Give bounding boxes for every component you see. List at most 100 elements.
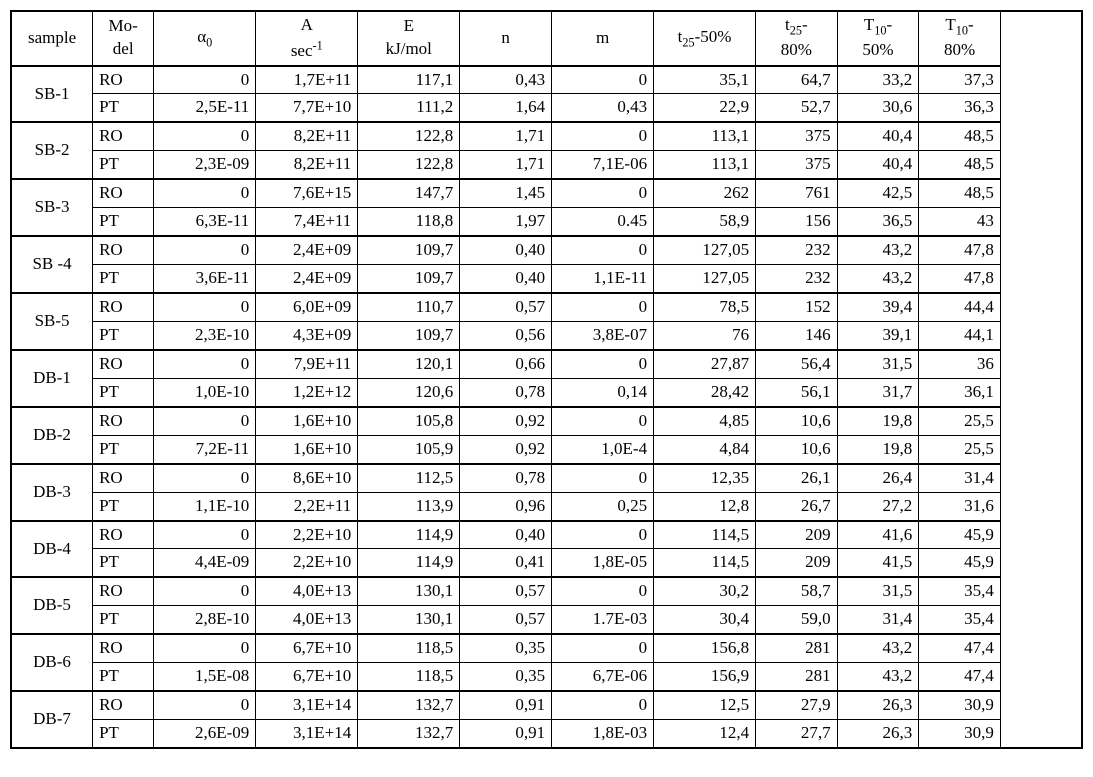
cell-T10-80: 36	[919, 350, 1001, 378]
cell-t25-80: 209	[756, 521, 838, 549]
cell-t25-50: 30,2	[654, 577, 756, 605]
cell-m: 0	[552, 577, 654, 605]
table-row: PT2,8E-104,0E+13130,10,571.7E-0330,459,0…	[11, 606, 1082, 634]
cell-sample: SB-2	[11, 122, 93, 179]
cell-E: 122,8	[358, 122, 460, 150]
cell-alpha0: 0	[154, 236, 256, 264]
cell-n: 0,91	[460, 720, 552, 748]
cell-n: 1,64	[460, 94, 552, 122]
cell-A: 4,3E+09	[256, 321, 358, 349]
cell-n: 0,35	[460, 634, 552, 662]
cell-t25-80: 59,0	[756, 606, 838, 634]
cell-A: 8,2E+11	[256, 122, 358, 150]
cell-E: 132,7	[358, 720, 460, 748]
cell-T10-80: 37,3	[919, 66, 1001, 94]
cell-T10-50: 42,5	[837, 179, 919, 207]
table-row: SB-1RO01,7E+11117,10,43035,164,733,237,3	[11, 66, 1082, 94]
cell-A: 2,4E+09	[256, 265, 358, 293]
cell-n: 0,78	[460, 378, 552, 406]
col-T10-80-l2: 80%	[944, 40, 975, 59]
cell-model: PT	[93, 720, 154, 748]
cell-A: 2,2E+10	[256, 521, 358, 549]
cell-alpha0: 2,5E-11	[154, 94, 256, 122]
cell-sample: DB-4	[11, 521, 93, 578]
cell-n: 0,92	[460, 435, 552, 463]
cell-model: RO	[93, 634, 154, 662]
cell-T10-80: 25,5	[919, 435, 1001, 463]
col-e-l1: E	[404, 16, 414, 35]
cell-m: 0.45	[552, 208, 654, 236]
cell-model: PT	[93, 378, 154, 406]
cell-t25-50: 113,1	[654, 151, 756, 179]
col-sample: sample	[11, 11, 93, 66]
col-e-l2: kJ/mol	[386, 39, 432, 58]
table-row: DB-5RO04,0E+13130,10,57030,258,731,535,4	[11, 577, 1082, 605]
cell-T10-50: 19,8	[837, 407, 919, 435]
cell-t25-50: 12,5	[654, 691, 756, 719]
table-row: DB-3RO08,6E+10112,50,78012,3526,126,431,…	[11, 464, 1082, 492]
cell-model: RO	[93, 293, 154, 321]
cell-t25-80: 56,1	[756, 378, 838, 406]
cell-t25-80: 58,7	[756, 577, 838, 605]
cell-t25-50: 12,8	[654, 492, 756, 520]
table-row: PT4,4E-092,2E+10114,90,411,8E-05114,5209…	[11, 549, 1082, 577]
table-row: SB-2RO08,2E+11122,81,710113,137540,448,5	[11, 122, 1082, 150]
cell-E: 120,1	[358, 350, 460, 378]
cell-n: 0,40	[460, 236, 552, 264]
cell-E: 111,2	[358, 94, 460, 122]
cell-m: 0,43	[552, 94, 654, 122]
cell-T10-80: 36,1	[919, 378, 1001, 406]
cell-E: 130,1	[358, 577, 460, 605]
cell-alpha0: 0	[154, 464, 256, 492]
cell-T10-50: 27,2	[837, 492, 919, 520]
cell-model: RO	[93, 407, 154, 435]
cell-sample: DB-3	[11, 464, 93, 521]
cell-T10-50: 41,6	[837, 521, 919, 549]
cell-t25-80: 281	[756, 663, 838, 691]
cell-T10-80: 31,4	[919, 464, 1001, 492]
cell-t25-50: 127,05	[654, 236, 756, 264]
cell-n: 0,41	[460, 549, 552, 577]
cell-t25-80: 10,6	[756, 435, 838, 463]
cell-T10-80: 47,4	[919, 634, 1001, 662]
cell-n: 0,78	[460, 464, 552, 492]
cell-n: 0,96	[460, 492, 552, 520]
cell-m: 0,25	[552, 492, 654, 520]
cell-T10-80: 30,9	[919, 720, 1001, 748]
col-T10-50-l1: T10-	[864, 15, 892, 34]
cell-n: 0,57	[460, 293, 552, 321]
cell-t25-80: 27,7	[756, 720, 838, 748]
cell-model: RO	[93, 236, 154, 264]
cell-m: 1,8E-03	[552, 720, 654, 748]
cell-t25-50: 156,9	[654, 663, 756, 691]
kinetics-table: sample Mo- del α0 A sec-1 E kJ/mol n m t…	[10, 10, 1083, 749]
cell-sample: DB-5	[11, 577, 93, 634]
cell-alpha0: 4,4E-09	[154, 549, 256, 577]
cell-t25-80: 209	[756, 549, 838, 577]
cell-T10-50: 26,4	[837, 464, 919, 492]
cell-T10-80: 48,5	[919, 122, 1001, 150]
cell-m: 0	[552, 66, 654, 94]
cell-sample: SB-3	[11, 179, 93, 236]
cell-m: 0	[552, 179, 654, 207]
cell-E: 114,9	[358, 521, 460, 549]
cell-alpha0: 1,1E-10	[154, 492, 256, 520]
cell-m: 6,7E-06	[552, 663, 654, 691]
cell-alpha0: 2,6E-09	[154, 720, 256, 748]
cell-n: 0,35	[460, 663, 552, 691]
cell-n: 0,40	[460, 521, 552, 549]
cell-A: 1,6E+10	[256, 407, 358, 435]
cell-alpha0: 3,6E-11	[154, 265, 256, 293]
cell-m: 0	[552, 521, 654, 549]
cell-t25-50: 76	[654, 321, 756, 349]
cell-A: 8,6E+10	[256, 464, 358, 492]
col-model-l2: del	[113, 39, 134, 58]
cell-model: PT	[93, 265, 154, 293]
cell-T10-80: 48,5	[919, 151, 1001, 179]
cell-t25-80: 156	[756, 208, 838, 236]
cell-A: 2,4E+09	[256, 236, 358, 264]
cell-n: 0,91	[460, 691, 552, 719]
cell-A: 7,9E+11	[256, 350, 358, 378]
cell-model: RO	[93, 350, 154, 378]
cell-E: 120,6	[358, 378, 460, 406]
